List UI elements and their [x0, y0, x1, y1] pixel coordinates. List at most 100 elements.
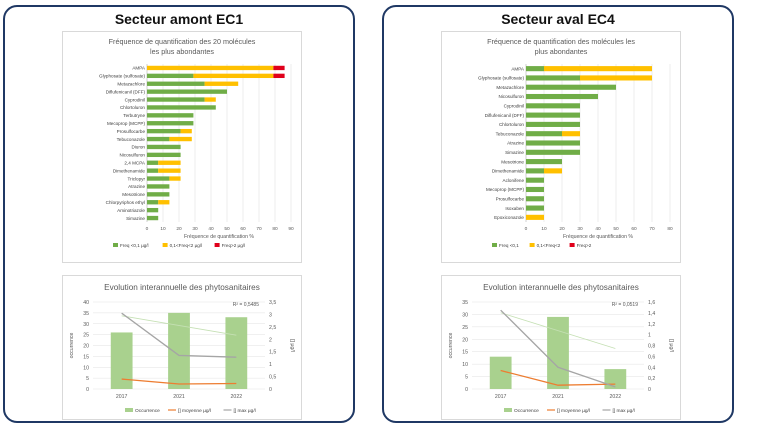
category-label: Aclonifene	[503, 178, 525, 183]
bar-segment	[526, 112, 580, 118]
occurrence-bar	[604, 369, 627, 389]
y-tick-label: 15	[462, 350, 468, 356]
trendline	[121, 315, 237, 336]
category-label: Diuron	[131, 145, 145, 150]
category-label: Mecoprop (MCPP)	[486, 187, 525, 192]
bar-segment	[147, 73, 194, 79]
bar-segment	[147, 65, 274, 71]
category-label: Triclopyr	[128, 176, 146, 181]
legend-label: [] max µg/l	[613, 408, 635, 414]
max-concentration-line	[121, 312, 237, 358]
category-label: Diflufenicanil (DFF)	[106, 89, 146, 94]
x-tick-label: 40	[595, 226, 601, 232]
bar-segment	[158, 200, 170, 205]
bar-segment	[147, 136, 170, 142]
bar-segment	[526, 103, 580, 109]
legend-label: Freq>2 µg/l	[222, 243, 245, 248]
chart-title: Fréquence de quantification des 20 moléc…	[109, 37, 256, 46]
bar-segment	[158, 160, 181, 165]
chart-title: Evolution interannuelle des phytosanitai…	[483, 283, 639, 292]
category-label: Chlorpyriphos ethyl	[106, 200, 145, 205]
x-tick-label: 70	[256, 226, 262, 232]
x-axis-title: Fréquence de quantification %	[563, 234, 633, 240]
category-label: Cyprodinil	[125, 97, 145, 102]
r2-label: R² = 0,0519	[612, 302, 638, 308]
panel-amont-ec1: Secteur amont EC1 Fréquence de quantific…	[3, 5, 355, 423]
bar-segment	[180, 128, 192, 134]
y-tick-label: 10	[83, 365, 89, 371]
bar-segment	[147, 89, 227, 94]
legend-label: Freq <0,1	[499, 243, 519, 248]
y2-tick-label: 2,5	[269, 325, 276, 331]
bar-segment	[526, 205, 544, 211]
bar-segment	[562, 131, 580, 137]
panel-title: Secteur aval EC4	[501, 11, 615, 27]
legend-swatch	[529, 243, 535, 247]
bar-segment	[273, 73, 285, 79]
y2-tick-label: 0,2	[648, 376, 655, 382]
category-label: Mesotrione	[501, 159, 524, 164]
frequency-chart: Fréquence de quantification des 20 moléc…	[99, 37, 294, 248]
category-label: Nicosulfuron	[498, 94, 524, 99]
y-tick-label: 15	[83, 354, 89, 360]
evolution-chart: Evolution interannuelle des phytosanitai…	[69, 283, 295, 414]
legend-label: 0,1<Freq<2	[537, 243, 561, 248]
legend-label: [] max µg/l	[234, 408, 256, 414]
bar-segment	[147, 121, 194, 126]
category-label: Mecoprop (MCPP)	[107, 121, 146, 126]
x-tick-label: 2021	[173, 394, 185, 400]
occurrence-bar	[110, 332, 133, 389]
x-tick-label: 60	[631, 226, 637, 232]
y-tick-label: 5	[465, 375, 468, 381]
bar-segment	[526, 149, 580, 155]
legend-swatch	[492, 243, 497, 247]
bar-segment	[158, 168, 181, 173]
y2-tick-label: 0,5	[269, 375, 276, 381]
bar-segment	[147, 215, 159, 221]
evolution-chart-card: Evolution interannuelle des phytosanitai…	[441, 275, 681, 420]
bar-segment	[147, 105, 216, 110]
legend-label: Freq>2	[577, 243, 592, 248]
bar-segment	[526, 131, 562, 137]
y-tick-label: 25	[462, 325, 468, 331]
y-axis-title: occurrence	[69, 333, 75, 359]
x-axis-title: Fréquence de quantification %	[184, 234, 254, 240]
bar-segment	[169, 136, 192, 142]
chart-title: plus abondantes	[535, 47, 588, 56]
panel-aval-ec4: Secteur aval EC4 Fréquence de quantifica…	[382, 5, 734, 423]
x-tick-label: 10	[541, 226, 547, 232]
category-label: AMPA	[132, 66, 146, 71]
bar-segment	[526, 186, 544, 193]
legend-swatch	[125, 408, 133, 412]
bar-segment	[147, 144, 181, 150]
y-tick-label: 35	[462, 300, 468, 306]
y2-axis-title: [] µg/l	[289, 339, 295, 352]
bar-segment	[526, 84, 616, 90]
bar-segment	[526, 121, 580, 127]
bar-segment	[526, 66, 544, 72]
legend-label: Occurrence	[135, 408, 160, 414]
legend-swatch	[113, 243, 118, 247]
category-label: Simazine	[126, 216, 145, 221]
y2-tick-label: 3,5	[269, 300, 276, 306]
bar-segment	[273, 65, 285, 71]
y2-tick-label: 0,4	[648, 365, 655, 371]
r2-label: R² = 0,5485	[233, 302, 259, 308]
category-label: Simazine	[505, 150, 524, 155]
y-tick-label: 30	[83, 322, 89, 328]
category-label: Chlortoluron	[120, 105, 145, 110]
category-label: Nicosulfuron	[119, 153, 145, 158]
y-tick-label: 25	[83, 333, 89, 339]
category-label: Prosulfocarbe	[496, 196, 525, 201]
bar-segment	[147, 152, 181, 158]
y2-tick-label: 0,8	[648, 344, 655, 350]
bar-segment	[147, 207, 159, 213]
x-tick-label: 30	[577, 226, 583, 232]
legend-label: 0,1<Freq<2 µg/l	[170, 243, 203, 248]
x-tick-label: 2017	[495, 394, 507, 400]
bar-segment	[526, 196, 544, 202]
occurrence-bar	[225, 317, 248, 389]
category-label: Dimethenamide	[113, 168, 146, 173]
evolution-chart: Evolution interannuelle des phytosanitai…	[448, 283, 674, 414]
occurrence-bar	[489, 356, 512, 389]
